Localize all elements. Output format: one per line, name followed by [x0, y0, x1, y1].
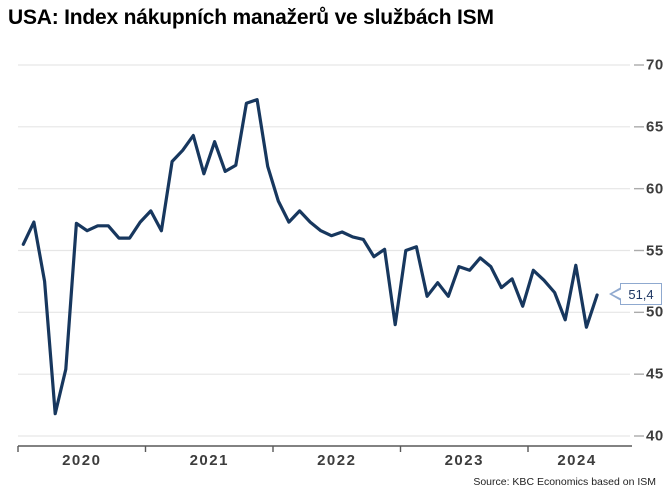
chart-title: USA: Index nákupních manažerů ve službác…: [8, 6, 494, 29]
y-tick-label: 60: [646, 180, 664, 198]
x-tick-label: 2023: [444, 452, 484, 469]
pmi-data-line: [21, 97, 599, 416]
y-tick-label: 70: [646, 56, 664, 74]
y-tick-label: 50: [646, 303, 664, 321]
source-note: Source: KBC Economics based on ISM: [473, 476, 656, 488]
x-tick-label: 2024: [557, 452, 597, 469]
y-tick-label: 55: [646, 242, 664, 259]
y-tick-label: 40: [646, 427, 664, 445]
y-tick-label: 65: [646, 118, 664, 136]
x-tick-label: 2021: [189, 452, 229, 469]
last-value-callout: 51,4: [609, 283, 662, 305]
x-tick-label: 2022: [317, 452, 357, 469]
callout-arrow-fill: [612, 289, 622, 299]
y-tick-label: 45: [646, 365, 664, 383]
x-tick-label: 2020: [62, 452, 102, 469]
last-value-label: 51,4: [628, 286, 654, 302]
